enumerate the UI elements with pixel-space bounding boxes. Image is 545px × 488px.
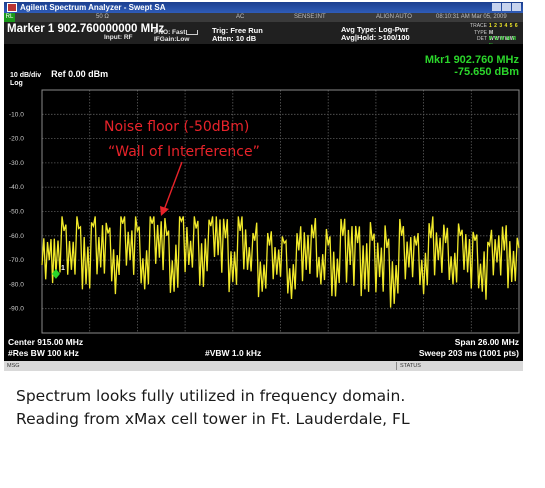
sweep: Sweep 203 ms (1001 pts) — [418, 348, 519, 358]
trigger-setting: Trig: Free Run — [212, 26, 263, 35]
message-bar: MSG STATUS — [4, 361, 523, 371]
scale-label: 10 dB/div — [10, 72, 42, 79]
marker-frequency-label[interactable]: Marker 1 902.760000000 MHz — [7, 23, 165, 35]
avg-hold-setting: Avg|Hold: >100/100 — [341, 33, 410, 42]
message-divider — [396, 362, 397, 370]
caption-line-2: Reading from xMax cell tower in Ft. Laud… — [16, 410, 410, 428]
trace-types: M WWWWW — [489, 29, 516, 43]
align-status: ALIGN AUTO — [376, 14, 412, 20]
vbw: #VBW 1.0 kHz — [205, 348, 262, 358]
graticule — [41, 89, 520, 334]
coupling-status: AC — [236, 14, 245, 20]
settings-bar: Marker 1 902.760000000 MHz Input: RF PNO… — [4, 22, 523, 49]
annotation-line-2: “Wall of Interference” — [108, 144, 260, 160]
annotation-line-1: Noise floor (-50dBm) — [104, 119, 249, 135]
y-tick-label: -60.0 — [9, 233, 24, 240]
date-time: 08:10:31 AM Mar 05, 2009 — [436, 14, 507, 20]
marker-number: 1 — [61, 265, 65, 272]
reference-row: 10 dB/div Ref 0.00 dBm — [10, 69, 108, 79]
caption-line-1: Spectrum looks fully utilized in frequen… — [16, 387, 406, 405]
y-tick-label: -30.0 — [9, 160, 24, 167]
center-frequency: Center 915.00 MHz — [8, 337, 84, 347]
plot-area: Mkr1 902.760 MHz -75.650 dBm 10 dB/div Re… — [4, 44, 523, 335]
sense-status: SENSE:INT — [294, 14, 326, 20]
y-tick-label: -50.0 — [9, 209, 24, 216]
window-controls — [491, 3, 521, 14]
ifgain-setting: IFGain:Low — [154, 36, 190, 43]
marker-readout: Mkr1 902.760 MHz -75.650 dBm — [425, 54, 519, 78]
log-scale-label: Log — [10, 80, 23, 87]
status-label: STATUS — [400, 363, 421, 369]
trace-numbers: 1 2 3 4 5 6 — [489, 23, 519, 29]
status-strip: RL 50 Ω AC SENSE:INT ALIGN AUTO 08:10:31… — [4, 13, 523, 22]
y-tick-label: -10.0 — [9, 111, 24, 118]
y-tick-labels: -10.0 -20.0 -30.0 -40.0 -50.0 -60.0 -70.0 -80.0… — [9, 111, 24, 312]
marker-diamond — [51, 268, 60, 279]
span: Span 26.00 MHz — [454, 337, 519, 347]
window-title: Agilent Spectrum Analyzer - Swept SA — [20, 3, 166, 12]
y-tick-label: -40.0 — [9, 184, 24, 191]
y-tick-label: -90.0 — [9, 306, 24, 313]
spectrum-graph[interactable]: -10.0 -20.0 -30.0 -40.0 -50.0 -60.0 -70.0 -80.0… — [4, 44, 523, 335]
atten-setting: Atten: 10 dB — [212, 34, 257, 43]
ref-level-label: Ref 0.00 dBm — [51, 69, 109, 79]
close-button[interactable] — [512, 3, 521, 11]
minimize-button[interactable] — [492, 3, 501, 11]
spectrum-analyzer-screenshot: Agilent Spectrum Analyzer - Swept SA RL … — [4, 2, 523, 371]
spectrum-trace — [41, 216, 520, 308]
y-tick-label: -70.0 — [9, 257, 24, 264]
marker-readout-frequency: Mkr1 902.760 MHz — [424, 54, 519, 66]
pno-setting: PNO: Fast — [154, 29, 186, 36]
y-tick-label: -80.0 — [9, 281, 24, 288]
trace-indicator: TRACE 1 2 3 4 5 6 TYPE M WWWWW DET P S N N … — [463, 23, 521, 49]
arrow-shaft — [163, 161, 183, 211]
rf-input-icon: RL — [4, 13, 15, 22]
avg-type-setting: Avg Type: Log-Pwr — [341, 25, 409, 34]
arrow-head — [160, 206, 169, 216]
res-bw: #Res BW 100 kHz — [8, 348, 79, 358]
bottom-annotations: Center 915.00 MHz #Res BW 100 kHz #VBW 1… — [4, 335, 523, 361]
input-setting: Input: RF — [104, 34, 133, 41]
annotation-arrow — [160, 161, 183, 216]
marker-readout-level: -75.650 dBm — [454, 66, 519, 78]
impedance-status: 50 Ω — [96, 14, 109, 20]
marker-1[interactable]: 1 — [51, 265, 65, 279]
gate-icon — [186, 30, 198, 35]
window-title-bar: Agilent Spectrum Analyzer - Swept SA — [4, 2, 523, 13]
maximize-button[interactable] — [502, 3, 511, 11]
y-tick-label: -20.0 — [9, 136, 24, 143]
det-label: DET — [477, 36, 487, 42]
msg-label: MSG — [7, 363, 20, 369]
graticule-border — [41, 89, 520, 334]
trace-label: TRACE — [470, 23, 487, 29]
caption: Spectrum looks fully utilized in frequen… — [16, 385, 410, 431]
app-icon — [7, 3, 17, 12]
type-label: TYPE — [473, 29, 487, 36]
